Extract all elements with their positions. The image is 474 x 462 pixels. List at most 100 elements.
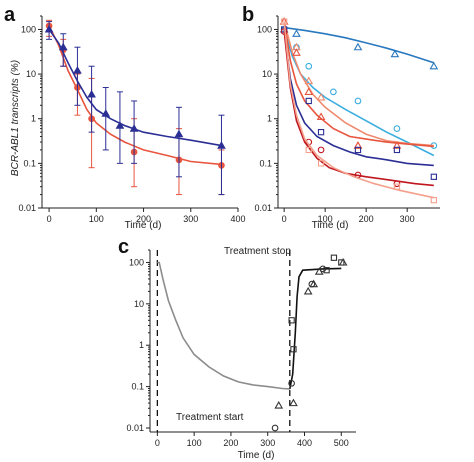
data-point-4 bbox=[353, 141, 363, 149]
series-line bbox=[284, 26, 435, 64]
data-point-0 bbox=[281, 18, 288, 25]
treatment-start-label: Treatment start bbox=[176, 412, 244, 423]
x-tick-label: 300 bbox=[260, 438, 275, 448]
y-tick-label: 10 bbox=[262, 69, 272, 79]
x-tick-label: 100 bbox=[187, 438, 202, 448]
data-point-1 bbox=[305, 146, 312, 154]
y-tick-label: 100 bbox=[129, 257, 144, 267]
data-point-s4 bbox=[338, 259, 345, 266]
panel-letter-a: a bbox=[4, 4, 16, 26]
y-tick-label: 1 bbox=[267, 114, 272, 124]
series-2 bbox=[44, 21, 226, 196]
x-tick-label: 0 bbox=[282, 214, 287, 224]
x-tick-label: 0 bbox=[47, 214, 52, 224]
data-point-5 bbox=[393, 125, 401, 132]
series-1 bbox=[157, 261, 290, 390]
data-point-6 bbox=[129, 124, 139, 132]
data-point-2 bbox=[317, 146, 325, 154]
data-point-t0 bbox=[274, 400, 284, 409]
y-tick-label: 0.1 bbox=[259, 158, 272, 168]
y-tick-label: 100 bbox=[21, 24, 36, 34]
series-line bbox=[283, 31, 434, 187]
y-tick-label: 100 bbox=[257, 24, 272, 34]
data-point-s1 bbox=[290, 346, 297, 353]
y-tick-label: 10 bbox=[134, 299, 144, 309]
series-7 bbox=[281, 18, 437, 204]
data-point-t1 bbox=[289, 398, 298, 407]
panel-b-chart: Time (d) 0 100 200 300 0.01 0.1 1 10 100 bbox=[254, 15, 440, 231]
data-point-4 bbox=[393, 146, 401, 154]
x-tick-label: 500 bbox=[334, 438, 349, 448]
x-tick-label: 100 bbox=[318, 214, 333, 224]
series-6 bbox=[280, 28, 434, 188]
data-point-4 bbox=[354, 97, 362, 105]
x-tick-label: 0 bbox=[155, 438, 160, 448]
y-tick-label: 0.01 bbox=[254, 203, 272, 213]
data-point-2 bbox=[304, 76, 314, 85]
data-point-3 bbox=[316, 92, 326, 101]
data-point-4 bbox=[101, 109, 111, 117]
series-1 bbox=[45, 19, 225, 196]
panel-b-x-axis-label: Time (d) bbox=[312, 220, 349, 231]
data-point-1 bbox=[305, 97, 312, 105]
series-line bbox=[283, 29, 434, 167]
data-point-2 bbox=[305, 62, 313, 70]
y-tick-label: 10 bbox=[26, 69, 36, 79]
data-point-2 bbox=[73, 66, 82, 74]
panel-c-chart: Time (d) Treatment stop Treatment start … bbox=[126, 246, 356, 461]
y-tick-label: 0.1 bbox=[131, 382, 144, 392]
series-line bbox=[157, 261, 290, 390]
series-3 bbox=[279, 17, 434, 149]
panel-letter-b: b bbox=[242, 4, 254, 26]
data-point-3 bbox=[316, 112, 326, 120]
panel-letter-c: c bbox=[118, 236, 129, 258]
data-point-4 bbox=[430, 196, 437, 204]
x-tick-label: 100 bbox=[89, 214, 104, 224]
data-point-c0 bbox=[271, 424, 279, 432]
panel-a-x-axis-label: Time (d) bbox=[125, 220, 162, 231]
series-1 bbox=[279, 24, 439, 70]
data-point-0 bbox=[44, 24, 54, 33]
data-point-2 bbox=[304, 87, 314, 95]
series-4 bbox=[279, 17, 434, 149]
panel-a-chart: BCR-ABL1 transcripts (%) Time (d) 0 100 20… bbox=[10, 15, 246, 231]
series-line bbox=[283, 21, 434, 148]
data-point-4 bbox=[429, 61, 439, 70]
data-point-1 bbox=[58, 42, 68, 51]
series-3 bbox=[271, 254, 348, 432]
panel-c-x-axis-label: Time (d) bbox=[238, 450, 275, 461]
x-tick-label: 400 bbox=[297, 438, 312, 448]
data-point-3 bbox=[390, 49, 400, 58]
data-point-3 bbox=[354, 146, 362, 154]
x-tick-label: 200 bbox=[223, 438, 238, 448]
data-point-3 bbox=[393, 183, 401, 190]
data-point-s0 bbox=[288, 317, 295, 324]
data-point-7 bbox=[174, 129, 184, 138]
data-point-1 bbox=[292, 48, 301, 56]
y-tick-label: 0.01 bbox=[126, 423, 144, 433]
data-point-s2 bbox=[323, 267, 330, 274]
series-line bbox=[48, 25, 222, 166]
data-point-5 bbox=[430, 173, 437, 180]
panel-a-y-axis-label: BCR-ABL1 transcripts (%) bbox=[10, 60, 21, 176]
y-tick-label: 1 bbox=[31, 114, 36, 124]
data-point-s3 bbox=[330, 254, 338, 261]
data-point-c2 bbox=[308, 280, 316, 288]
data-point-3 bbox=[87, 89, 96, 98]
data-point-5 bbox=[392, 141, 402, 149]
treatment-stop-label: Treatment stop bbox=[224, 246, 291, 257]
data-point-1 bbox=[292, 29, 301, 37]
series-line bbox=[283, 21, 434, 199]
x-tick-label: 300 bbox=[400, 214, 415, 224]
x-tick-label: 300 bbox=[183, 214, 198, 224]
data-point-5 bbox=[115, 121, 125, 129]
y-tick-label: 0.1 bbox=[23, 158, 36, 168]
y-tick-label: 1 bbox=[139, 340, 144, 350]
x-tick-label: 400 bbox=[230, 214, 245, 224]
x-tick-label: 200 bbox=[136, 214, 151, 224]
data-point-2 bbox=[317, 160, 325, 167]
data-point-2 bbox=[317, 129, 325, 136]
data-point-c3 bbox=[319, 265, 327, 273]
data-point-3 bbox=[330, 88, 337, 96]
